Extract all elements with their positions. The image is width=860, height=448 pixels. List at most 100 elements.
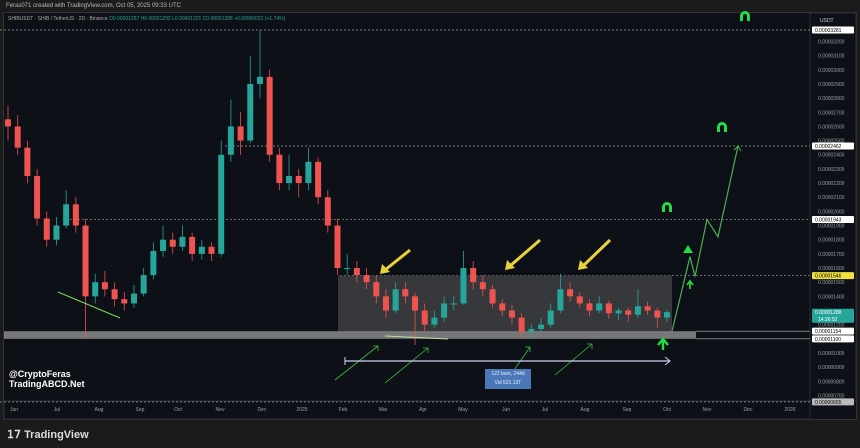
time-tick-label: Feb — [339, 407, 348, 413]
ohlc-low: L0.00001221 — [172, 16, 202, 22]
price-tick-label: 0.00002800 — [818, 96, 845, 102]
time-tick-label: Sep — [623, 407, 632, 413]
time-tick-label: Jun — [10, 407, 18, 413]
price-label-current — [812, 308, 854, 323]
time-tick-label: 2025 — [296, 407, 307, 413]
target-icon — [740, 11, 750, 21]
author-watermark: @CryptoFeras TradingABCD.Net — [9, 369, 85, 389]
arrow-up-icon — [686, 279, 694, 289]
time-tick-label: Jul — [542, 407, 548, 413]
watermark-site: TradingABCD.Net — [9, 379, 85, 389]
projection-arrowhead — [733, 145, 742, 152]
measure-tooltip: 122 bars, 244d Vol 521.13T — [485, 369, 531, 389]
price-tick-label: 0.00002900 — [818, 82, 845, 88]
candle-body — [34, 175, 41, 219]
candle-body — [431, 317, 438, 325]
green-arrow — [554, 343, 593, 376]
ohlc-high: H0.00001292 — [140, 16, 171, 22]
price-tick-label: 0.00002100 — [818, 195, 845, 201]
candle-body — [470, 268, 477, 283]
price-label-gray — [812, 398, 854, 406]
candle-body — [557, 289, 564, 311]
price-tick-label: 0.00001500 — [818, 280, 845, 286]
candle-body — [605, 303, 612, 314]
candle-body — [305, 161, 312, 184]
candle-body — [92, 282, 99, 297]
target-icon — [717, 122, 727, 132]
price-tick-label: 0.00001400 — [818, 294, 845, 300]
price-label-white — [812, 215, 854, 223]
candle-body — [43, 218, 50, 240]
yellow-arrow — [509, 238, 541, 268]
candle-body — [634, 306, 641, 315]
candle-body — [499, 303, 506, 311]
candle-body — [63, 204, 70, 226]
candle-body — [518, 317, 525, 332]
support-band — [4, 331, 696, 339]
time-tick-label: Nov — [703, 407, 712, 413]
green-arrowhead — [373, 345, 379, 351]
candle-body — [256, 76, 263, 84]
candle-body — [53, 225, 60, 240]
candle-body — [450, 303, 457, 305]
price-tick-label: 0.00002000 — [818, 209, 845, 215]
price-tick-label: 0.00001800 — [818, 238, 845, 244]
price-tick-label: 0.00002600 — [818, 124, 845, 130]
candle-body — [664, 312, 670, 318]
price-label-white — [812, 327, 854, 335]
price-tick-label: 0.00002700 — [818, 110, 845, 116]
projection-path — [671, 145, 739, 332]
time-tick-label: Dec — [744, 407, 753, 413]
price-label-text: 0.00001154 — [815, 329, 841, 335]
trend-line — [57, 291, 121, 319]
arrow-up-icon — [657, 337, 669, 350]
price-tick-label: 0.00003000 — [818, 68, 845, 74]
price-label-white — [812, 142, 854, 150]
attribution-text: Feras071 created with TradingView.com, O… — [6, 3, 181, 9]
candle-body — [615, 310, 622, 314]
candle-body — [160, 239, 167, 252]
chart-pane[interactable] — [3, 12, 857, 420]
candle-body — [208, 246, 215, 254]
green-arrowhead — [587, 343, 593, 349]
candle-body — [189, 236, 196, 254]
price-label-text: 0.00001943 — [815, 217, 842, 223]
candle-body — [644, 306, 651, 311]
tv-logo-icon: 𝟣𝟩 — [7, 429, 25, 441]
watermark-handle: @CryptoFeras — [9, 369, 71, 379]
candle-body — [276, 154, 283, 184]
candle-body — [324, 197, 331, 226]
time-axis — [3, 400, 811, 420]
measure-arrowhead — [664, 356, 671, 366]
candle-body — [237, 126, 244, 141]
trend-line — [384, 335, 449, 340]
yellow-arrowhead — [578, 260, 588, 270]
price-tick-label: 0.00001000 — [818, 351, 845, 357]
price-tick-label: 0.00003200 — [818, 39, 845, 45]
candle-body — [150, 251, 157, 276]
price-tick-label: 0.00002400 — [818, 153, 845, 159]
candle-body — [179, 236, 186, 247]
price-label-text: 0.00001100 — [815, 337, 841, 343]
candle-body — [392, 289, 399, 311]
candle-body — [198, 246, 205, 254]
price-tick-label: 0.00002500 — [818, 139, 845, 145]
time-tick-label: 2026 — [784, 407, 795, 413]
candle-body — [315, 161, 322, 198]
candle-body — [538, 324, 545, 329]
candle-body — [14, 126, 21, 148]
yellow-arrow — [581, 238, 612, 268]
candle-body — [295, 175, 302, 184]
candle-body — [5, 119, 11, 127]
candle-body — [489, 289, 496, 304]
candle-body — [24, 147, 31, 176]
candle-body — [111, 289, 118, 300]
time-tick-label: Aug — [95, 407, 104, 413]
candle-body — [382, 296, 389, 311]
price-label-yellow — [812, 272, 854, 280]
price-tick-label: 0.00003100 — [818, 54, 845, 60]
symbol-name[interactable]: SHIBUSDT · SHIB / TetherUS · 2D · Binanc… — [8, 16, 108, 22]
time-tick-label: Apr — [419, 407, 427, 413]
yellow-arrow — [384, 248, 411, 272]
